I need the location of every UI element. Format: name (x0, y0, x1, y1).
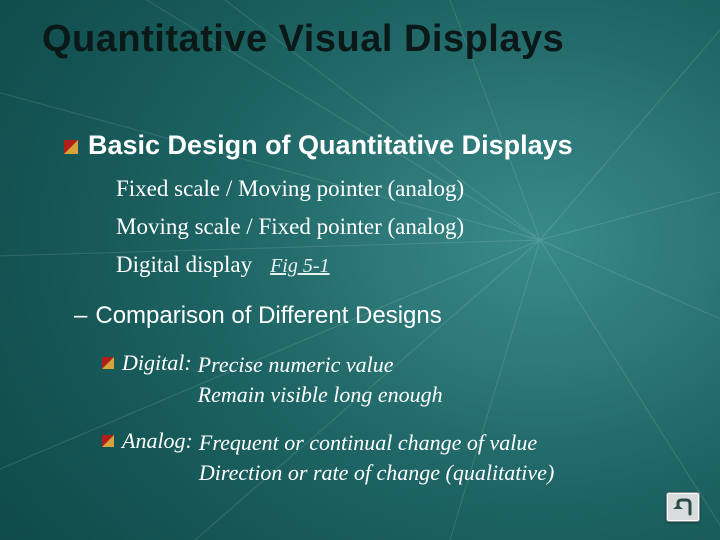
category-line: Remain visible long enough (198, 380, 443, 410)
slide-title: Quantitative Visual Displays (42, 18, 564, 61)
category-line: Direction or rate of change (qualitative… (199, 458, 554, 488)
figure-link[interactable]: Fig 5-1 (270, 255, 329, 278)
comparison-category: Analog: Frequent or continual change of … (102, 428, 554, 487)
list-item-label: Digital display (116, 252, 252, 278)
comparison-category: Digital: Precise numeric value Remain vi… (102, 350, 443, 409)
section-row: Basic Design of Quantitative Displays (64, 130, 573, 161)
comparison-heading: Comparison of Different Designs (95, 302, 441, 330)
category-line: Frequent or continual change of value (199, 428, 554, 458)
category-name: Digital: (122, 350, 192, 376)
u-turn-arrow-icon (672, 498, 694, 516)
list-item: Moving scale / Fixed pointer (analog) (116, 214, 464, 240)
comparison-heading-row: – Comparison of Different Designs (74, 302, 442, 330)
category-name: Analog: (122, 428, 193, 454)
dash: – (74, 302, 87, 330)
section-title: Basic Design of Quantitative Displays (88, 130, 573, 161)
return-button[interactable] (666, 492, 700, 522)
bullet-square-icon (102, 435, 114, 447)
bullet-square-icon (102, 357, 114, 369)
list-item: Digital display Fig 5-1 (116, 252, 330, 278)
list-item: Fixed scale / Moving pointer (analog) (116, 176, 464, 202)
bullet-square-icon (64, 140, 78, 154)
category-line: Precise numeric value (198, 350, 443, 380)
slide: Quantitative Visual Displays Basic Desig… (0, 0, 720, 540)
